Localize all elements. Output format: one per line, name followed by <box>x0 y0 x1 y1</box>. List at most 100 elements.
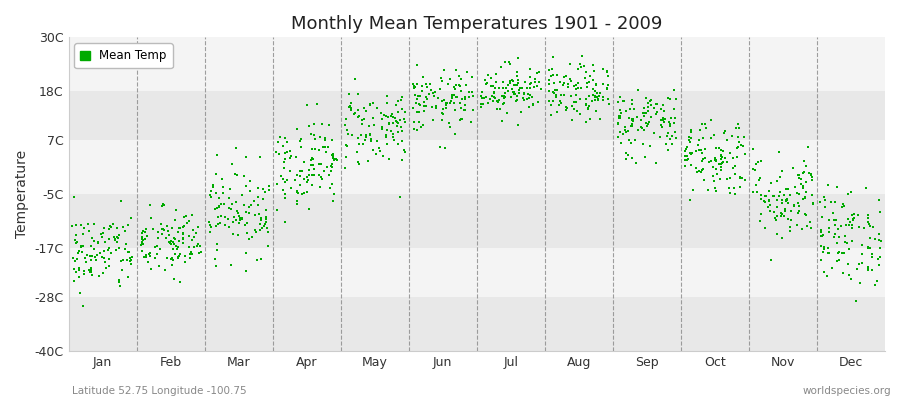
Point <box>327 157 341 164</box>
Point <box>387 136 401 143</box>
Point <box>806 173 820 180</box>
Point <box>543 76 557 83</box>
Point <box>93 250 107 256</box>
Point <box>528 79 543 86</box>
Point <box>649 160 663 166</box>
Point <box>320 144 335 150</box>
Point <box>731 144 745 150</box>
Point <box>706 178 721 184</box>
Point <box>513 85 527 91</box>
Point <box>356 141 371 147</box>
Point <box>723 175 737 182</box>
Point <box>206 184 220 190</box>
Point <box>588 97 602 103</box>
Point <box>544 102 558 108</box>
Point <box>570 92 584 98</box>
Point <box>758 225 772 231</box>
Point <box>136 228 150 234</box>
Point <box>660 132 674 139</box>
Point <box>798 211 813 217</box>
Point <box>704 158 718 164</box>
Point <box>588 88 602 94</box>
Point <box>81 267 95 274</box>
Point <box>253 221 267 227</box>
Point <box>571 80 585 86</box>
Point <box>736 134 751 140</box>
Point <box>123 258 138 264</box>
Point <box>122 274 136 280</box>
Point <box>556 82 571 88</box>
Point <box>226 230 240 237</box>
Point <box>421 91 436 97</box>
Point <box>546 72 561 78</box>
Point <box>568 99 582 105</box>
Point <box>696 156 710 162</box>
Point <box>72 267 86 273</box>
Point <box>614 110 628 116</box>
Point <box>238 222 252 228</box>
Point <box>488 95 502 102</box>
Point <box>510 77 525 83</box>
Point <box>501 59 516 66</box>
Point <box>581 93 596 99</box>
Point <box>85 234 99 241</box>
Bar <box>68 140 885 194</box>
Point <box>238 209 253 215</box>
Point <box>526 102 540 108</box>
Bar <box>68 248 885 297</box>
Point <box>564 93 579 100</box>
Point <box>102 226 116 232</box>
Point <box>515 85 529 92</box>
Point <box>270 206 284 213</box>
Point <box>774 200 788 206</box>
Point <box>694 147 708 154</box>
Point <box>696 135 710 141</box>
Point <box>139 226 153 232</box>
Point <box>757 198 771 204</box>
Point <box>874 238 888 245</box>
Point <box>83 253 97 259</box>
Point <box>458 82 473 88</box>
Point <box>784 217 798 223</box>
Point <box>348 76 363 83</box>
Point <box>692 147 706 154</box>
Point <box>411 100 426 107</box>
Point <box>600 69 615 75</box>
Point <box>547 79 562 86</box>
Point <box>694 150 708 156</box>
Point <box>708 158 723 164</box>
Point <box>205 182 220 188</box>
Point <box>593 116 608 122</box>
Point <box>639 120 653 126</box>
Point <box>352 160 366 167</box>
Point <box>276 165 291 172</box>
Point <box>148 255 162 262</box>
Point <box>222 195 237 201</box>
Point <box>509 69 524 76</box>
Point <box>553 78 567 85</box>
Point <box>611 120 625 126</box>
Point <box>140 258 155 265</box>
Point <box>314 161 328 167</box>
Point <box>836 201 850 208</box>
Point <box>596 66 610 73</box>
Point <box>293 168 308 174</box>
Point <box>445 93 459 99</box>
Point <box>364 138 379 144</box>
Point <box>502 78 517 84</box>
Point <box>491 99 505 106</box>
Point <box>163 240 177 246</box>
Point <box>796 169 811 176</box>
Point <box>393 97 408 104</box>
Point <box>434 74 448 81</box>
Point <box>75 243 89 249</box>
Point <box>830 258 844 264</box>
Point <box>244 202 258 208</box>
Point <box>795 226 809 232</box>
Point <box>237 202 251 208</box>
Point <box>493 106 508 112</box>
Point <box>838 233 852 240</box>
Point <box>523 66 537 72</box>
Point <box>98 259 112 266</box>
Point <box>182 233 196 239</box>
